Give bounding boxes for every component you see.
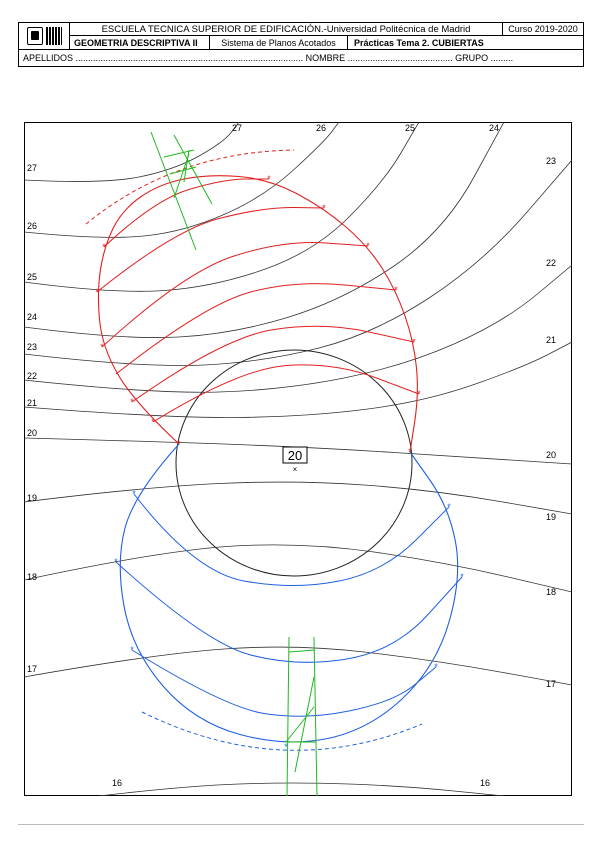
contour-label-left-6: 21: [27, 398, 37, 408]
construction-line-0: [150, 131, 197, 251]
contour-label-top-0: 27: [232, 123, 242, 133]
construction-line-1: [173, 134, 213, 205]
lower-point-6: *: [447, 502, 451, 512]
contour-label-right-3: 20: [546, 450, 556, 460]
contour-line-5: [24, 264, 572, 393]
contour-label-left-5: 22: [27, 371, 37, 381]
upper-point-2: *: [366, 241, 370, 251]
title-row-2: GEOMETRIA DESCRIPTIVA II Sistema de Plan…: [70, 36, 584, 50]
university-logo: [18, 22, 70, 50]
contour-label-left-10: 17: [27, 664, 37, 674]
upper-point-5: *: [417, 389, 421, 399]
contour-label-left-4: 23: [27, 342, 37, 352]
title-block: ESCUELA TECNICA SUPERIOR DE EDIFICACIÓN.…: [18, 22, 584, 81]
lower-contour-1: [115, 561, 463, 663]
contour-label-left-9: 18: [27, 572, 37, 582]
upper-point-1: *: [322, 203, 326, 213]
construction-line-6: [286, 636, 290, 796]
contour-line-3: [24, 122, 505, 338]
contour-label-left-3: 24: [27, 312, 37, 322]
student-fields: APELLIDOS ..............................…: [23, 53, 514, 63]
upper-contour-1: [96, 206, 325, 293]
upper-outline: [97, 175, 418, 453]
lower-point-0: *: [132, 489, 136, 499]
contour-label-left-0: 27: [27, 163, 37, 173]
building-icon: [45, 27, 62, 45]
lower-outline: [119, 443, 459, 743]
contour-line-4: [24, 159, 572, 366]
contour-label-right-2: 21: [546, 335, 556, 345]
lower-point-1: *: [114, 557, 118, 567]
frame-border: [24, 122, 572, 796]
drawing-frame: * * * * * * * * * * * * * * * * * * * * 27 26 25 24 23 22 21 20 19…: [24, 122, 572, 796]
student-fields-row: APELLIDOS ..............................…: [18, 50, 584, 67]
center-label: 20: [288, 448, 302, 463]
upper-contour-4: [131, 325, 415, 403]
contour-label-top-2: 25: [405, 123, 415, 133]
center-point-mark: ×: [293, 465, 298, 474]
contour-label-right-5: 18: [546, 587, 556, 597]
upper-point-7: *: [177, 439, 181, 449]
construction-line-10: [294, 676, 315, 773]
construction-line-8: [288, 649, 316, 653]
upper-point-4: *: [412, 337, 416, 347]
subject-name: GEOMETRIA DESCRIPTIVA II: [70, 36, 210, 49]
practice-title: Prácticas Tema 2. CUBIERTAS: [354, 37, 484, 48]
crest-icon: [26, 27, 43, 45]
contour-label-top-1: 26: [316, 123, 326, 133]
school-name: ESCUELA TECNICA SUPERIOR DE EDIFICACIÓN.…: [70, 23, 503, 35]
construction-line-5: [173, 153, 190, 199]
lower-dashed-arc: [141, 711, 423, 751]
contour-drawing: ************* ******* 27 26 25 242322212019…: [24, 122, 572, 796]
contour-line-11: [98, 782, 505, 796]
lower-point-2: *: [130, 645, 134, 655]
upper-contour-0: [103, 178, 269, 248]
construction-line-2: [163, 149, 195, 158]
contour-label-left-7: 20: [27, 428, 37, 438]
contour-label-bottom-0: 16: [112, 778, 122, 788]
academic-year: Curso 2019-2020: [508, 24, 578, 34]
contour-label-left-1: 26: [27, 221, 37, 231]
contour-line-10: [24, 646, 572, 686]
upper-contour-5: [152, 364, 420, 423]
contour-label-right-6: 17: [546, 679, 556, 689]
lower-point-4: *: [434, 662, 438, 672]
upper-point-10: *: [100, 342, 104, 352]
contour-line-9: [24, 544, 572, 593]
upper-point-3: *: [394, 285, 398, 295]
upper-point-11: *: [95, 287, 99, 297]
contour-label-bottom-1: 16: [480, 778, 490, 788]
lower-contour-0: [133, 493, 450, 586]
contour-line-0: [24, 122, 240, 182]
lower-point-5: *: [460, 572, 464, 582]
contour-label-right-0: 23: [546, 156, 556, 166]
projection-system: Sistema de Planos Acotados: [210, 36, 348, 49]
construction-line-9: [285, 706, 315, 743]
base-circle: [175, 349, 413, 577]
center-label-box: [282, 446, 308, 464]
title-row-1: ESCUELA TECNICA SUPERIOR DE EDIFICACIÓN.…: [70, 22, 584, 36]
upper-contour-2: [101, 242, 369, 348]
contour-label-left-8: 19: [27, 493, 37, 503]
upper-point-9: *: [130, 397, 134, 407]
contour-label-right-4: 19: [546, 512, 556, 522]
contour-label-left-2: 25: [27, 272, 37, 282]
upper-contour-3: [115, 283, 397, 375]
lower-point-3: *: [284, 742, 288, 752]
upper-point-12: *: [102, 242, 106, 252]
contour-label-top-3: 24: [489, 123, 499, 133]
contour-line-8: [24, 481, 572, 515]
contour-label-right-1: 22: [546, 258, 556, 268]
contour-line-6: [24, 341, 572, 418]
construction-line-7: [313, 636, 318, 796]
upper-point-8: *: [151, 417, 155, 427]
upper-dashed-arc: [85, 149, 295, 225]
bottom-rule: [18, 824, 584, 825]
upper-point-0: *: [267, 174, 271, 184]
lower-contour-2: [131, 649, 437, 717]
contour-line-2: [24, 122, 420, 292]
